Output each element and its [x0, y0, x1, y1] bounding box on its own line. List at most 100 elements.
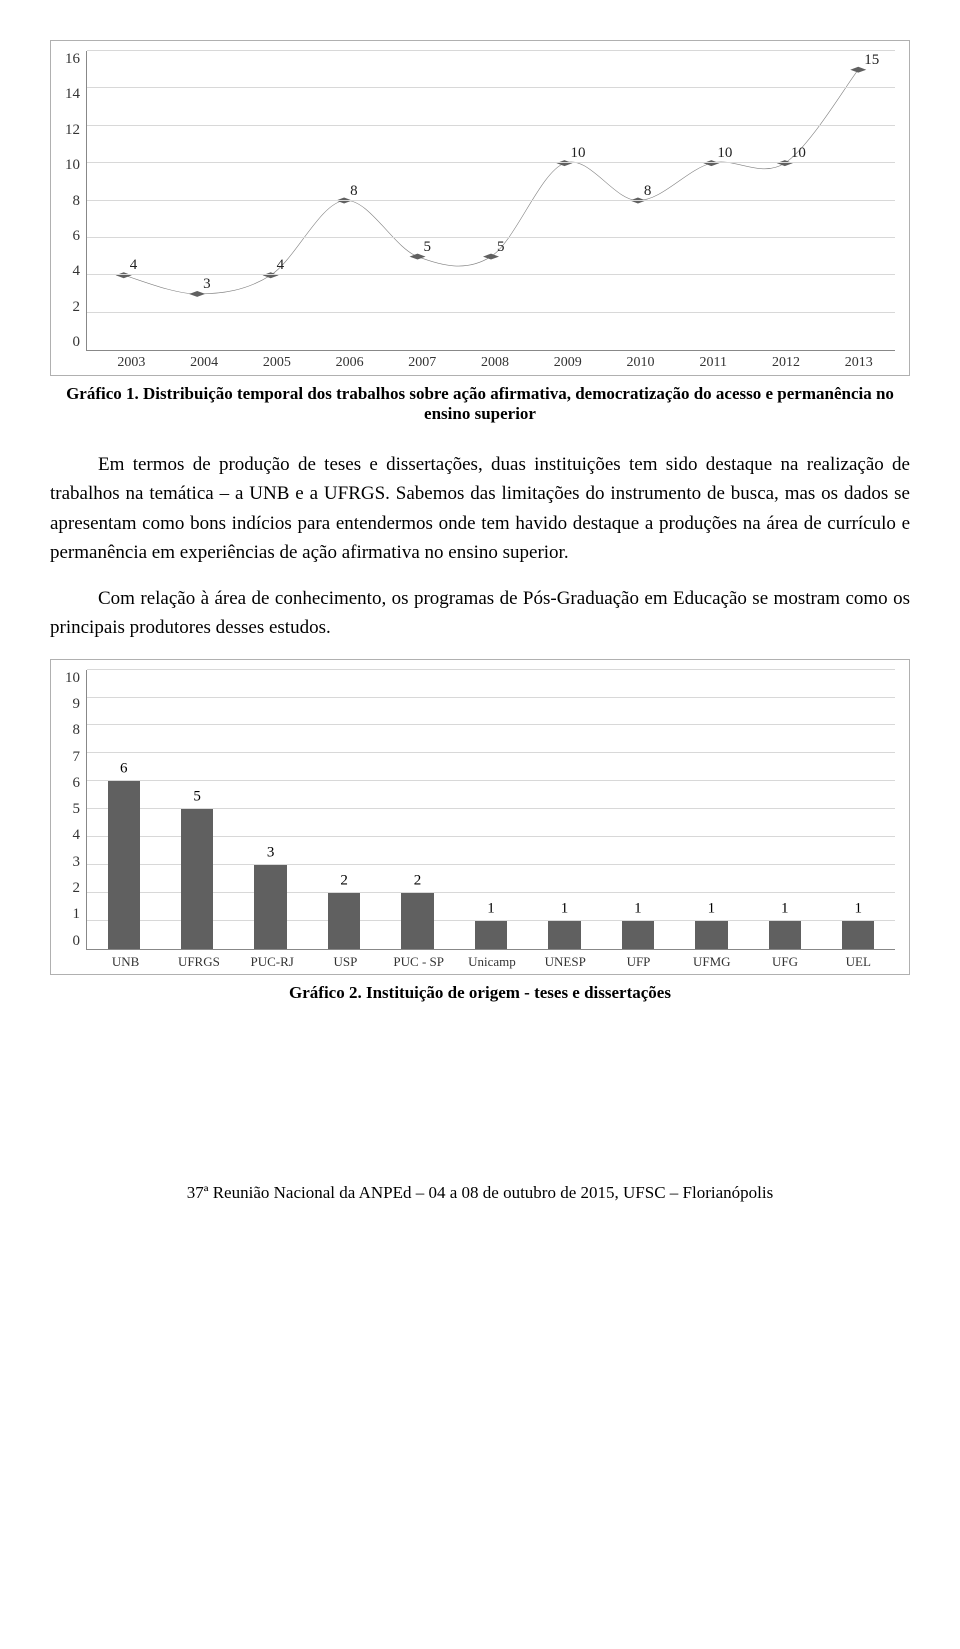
y-tick-label: 6: [73, 228, 81, 245]
line-series: [124, 70, 859, 294]
bar-value-label: 1: [601, 900, 674, 917]
bar-value-label: 3: [234, 845, 307, 862]
bar-rect: [842, 921, 874, 949]
y-tick-label: 8: [73, 193, 81, 210]
bar-rect: [548, 921, 580, 949]
line-chart-x-axis: 2003200420052006200720082009201020112012…: [65, 351, 895, 371]
x-tick-label: UEL: [822, 950, 895, 970]
bar-slot: 1: [748, 670, 821, 949]
point-label: 8: [350, 183, 358, 200]
point-label: 15: [864, 52, 879, 69]
x-tick-label: 2004: [168, 351, 241, 371]
line-chart-container: 1614121086420 434855108101015 2003200420…: [50, 40, 910, 376]
bar-slot: 2: [381, 670, 454, 949]
y-tick-label: 5: [73, 801, 81, 818]
bar-rect: [622, 921, 654, 949]
x-tick-label: UFMG: [675, 950, 748, 970]
x-tick-label: PUC-RJ: [236, 950, 309, 970]
x-tick-label: 2011: [677, 351, 750, 371]
caption1-bold: Gráfico 1.: [66, 384, 143, 403]
x-tick-label: UFRGS: [162, 950, 235, 970]
bar-rect: [181, 809, 213, 949]
x-tick-label: 2003: [95, 351, 168, 371]
bar-slot: 2: [307, 670, 380, 949]
bar-slot: 1: [675, 670, 748, 949]
y-tick-label: 3: [73, 854, 81, 871]
page-footer: 37ª Reunião Nacional da ANPEd – 04 a 08 …: [50, 1183, 910, 1203]
y-tick-label: 2: [73, 880, 81, 897]
bar-rect: [254, 865, 286, 949]
bar-chart: 109876543210 65322111111: [65, 670, 895, 950]
bar-chart-caption: Gráfico 2. Instituição de origem - teses…: [50, 983, 910, 1003]
y-tick-label: 16: [65, 51, 80, 68]
x-tick-label: PUC - SP: [382, 950, 455, 970]
bar-slot: 5: [160, 670, 233, 949]
bar-value-label: 1: [528, 900, 601, 917]
x-tick-label: UNESP: [529, 950, 602, 970]
bar-value-label: 5: [160, 789, 233, 806]
bar-rect: [328, 893, 360, 949]
y-tick-label: 0: [73, 933, 81, 950]
bar-rect: [401, 893, 433, 949]
bar-value-label: 1: [454, 900, 527, 917]
line-chart-caption: Gráfico 1. Distribuição temporal dos tra…: [50, 384, 910, 424]
line-chart-y-axis: 16 14 12 10 8 6 4 2 0: [65, 51, 86, 351]
point-label: 10: [791, 145, 806, 162]
bar-value-label: 1: [822, 900, 895, 917]
x-tick-label: 2005: [240, 351, 313, 371]
bar-slot: 1: [601, 670, 674, 949]
bar-slot: 1: [822, 670, 895, 949]
bar-slot: 1: [528, 670, 601, 949]
bar-chart-x-axis: UNBUFRGSPUC-RJUSPPUC - SPUnicampUNESPUFP…: [65, 950, 895, 970]
bar-rect: [769, 921, 801, 949]
y-tick-label: 12: [65, 122, 80, 139]
point-label: 10: [570, 145, 585, 162]
x-tick-label: 2007: [386, 351, 459, 371]
y-tick-label: 4: [73, 827, 81, 844]
point-label: 8: [644, 183, 652, 200]
y-tick-label: 1: [73, 906, 81, 923]
point-label: 5: [497, 239, 505, 256]
x-tick-label: 2008: [459, 351, 532, 371]
caption2-bold: Gráfico 2. Instituição de origem - teses…: [289, 983, 671, 1002]
point-label: 5: [424, 239, 432, 256]
y-tick-label: 9: [73, 696, 81, 713]
bar-rect: [108, 781, 140, 948]
line-chart-svg: [87, 51, 895, 350]
line-chart-plot-area: 4 3 4 8 5 5 10 8 10 10 15: [86, 51, 895, 351]
bar-value-label: 2: [307, 872, 380, 889]
line-chart: 16 14 12 10 8 6 4 2 0 4 3 4 8 5 5 10 8 10 10 15: [65, 51, 895, 351]
caption1-rest: Distribuição temporal dos trabalhos sobr…: [143, 384, 894, 423]
y-tick-label: 4: [73, 263, 81, 280]
point-label: 4: [130, 257, 138, 274]
x-tick-label: UFG: [748, 950, 821, 970]
point-label: 10: [717, 145, 732, 162]
x-tick-label: Unicamp: [455, 950, 528, 970]
bar-value-label: 2: [381, 872, 454, 889]
bar-rect: [695, 921, 727, 949]
x-tick-label: UNB: [89, 950, 162, 970]
x-tick-label: 2013: [822, 351, 895, 371]
bar-slot: 6: [87, 670, 160, 949]
x-tick-label: 2010: [604, 351, 677, 371]
x-tick-label: 2009: [531, 351, 604, 371]
y-tick-label: 0: [73, 334, 81, 351]
bar-chart-y-axis: 109876543210: [65, 670, 86, 950]
x-tick-label: USP: [309, 950, 382, 970]
x-tick-label: 2006: [313, 351, 386, 371]
bar-chart-container: 109876543210 65322111111 UNBUFRGSPUC-RJU…: [50, 659, 910, 975]
paragraph-1: Em termos de produção de teses e dissert…: [50, 450, 910, 568]
bar-chart-plot-area: 65322111111: [86, 670, 895, 950]
bar-slot: 3: [234, 670, 307, 949]
point-label: 3: [203, 276, 211, 293]
bar-value-label: 6: [87, 761, 160, 778]
bar-slot: 1: [454, 670, 527, 949]
y-tick-label: 10: [65, 670, 80, 687]
y-tick-label: 2: [73, 299, 81, 316]
bar-value-label: 1: [748, 900, 821, 917]
y-tick-label: 14: [65, 86, 80, 103]
paragraph-2: Com relação à área de conhecimento, os p…: [50, 584, 910, 643]
y-tick-label: 6: [73, 775, 81, 792]
point-label: 4: [277, 257, 285, 274]
y-tick-label: 10: [65, 157, 80, 174]
